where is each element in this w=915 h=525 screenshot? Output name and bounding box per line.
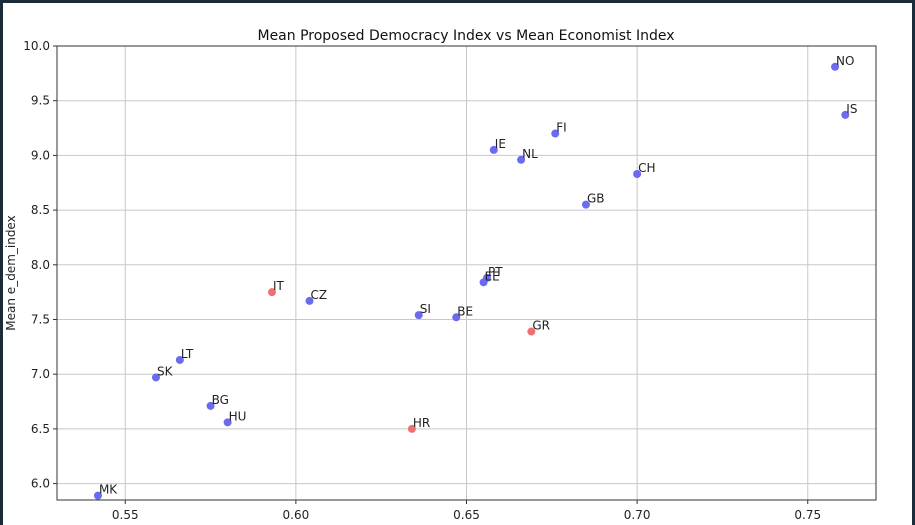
point-label: FI xyxy=(556,121,566,135)
data-point xyxy=(489,145,498,154)
grid-lines xyxy=(57,45,876,500)
point-label: HR xyxy=(413,416,430,430)
point-label: NL xyxy=(522,147,538,161)
data-point xyxy=(841,110,850,119)
point-label: PT xyxy=(488,265,503,279)
data-point xyxy=(527,327,536,336)
point-label: SK xyxy=(157,364,174,378)
y-tick-label: 7.5 xyxy=(31,312,50,326)
data-point xyxy=(223,418,232,427)
x-tick-label: 0.55 xyxy=(112,508,139,522)
data-point xyxy=(831,62,840,71)
point-label: MK xyxy=(99,483,118,497)
data-point xyxy=(305,296,314,305)
plot-border xyxy=(56,45,877,501)
data-point xyxy=(633,169,642,178)
data-point xyxy=(551,129,560,138)
point-label: IT xyxy=(273,279,285,293)
scatter-chart: Mean Proposed Democracy Index vs Mean Ec… xyxy=(4,28,877,522)
data-point xyxy=(452,313,461,322)
chart-frame: Mean Proposed Democracy Index vs Mean Ec… xyxy=(3,3,912,525)
x-tick-label: 0.70 xyxy=(624,508,651,522)
y-tick-label: 9.0 xyxy=(31,148,50,162)
x-tick-label: 0.60 xyxy=(283,508,310,522)
point-label: GB xyxy=(587,192,605,206)
y-tick-label: 7.0 xyxy=(31,367,50,381)
point-label: NO xyxy=(836,54,854,68)
point-label: GR xyxy=(532,319,550,333)
y-tick-label: 8.5 xyxy=(31,203,50,217)
point-label: LT xyxy=(181,347,194,361)
chart-title: Mean Proposed Democracy Index vs Mean Ec… xyxy=(257,28,674,44)
x-tick-label: 0.65 xyxy=(453,508,480,522)
point-label: CZ xyxy=(311,288,328,302)
y-axis-label: Mean e_dem_index xyxy=(4,215,18,330)
y-tick-label: 9.5 xyxy=(31,94,50,108)
data-point xyxy=(175,355,184,364)
data-point xyxy=(93,491,102,500)
data-point xyxy=(414,311,423,320)
point-label: BE xyxy=(457,304,473,318)
point-label: IE xyxy=(495,137,506,151)
axes: 0.55 0.60 0.65 0.70 0.75 6.0 6.5 7.0 7.5 8.0 8.5 9.… xyxy=(23,39,877,522)
data-point xyxy=(479,278,488,287)
data-point xyxy=(581,200,590,209)
data-point xyxy=(407,424,416,433)
point-label: HU xyxy=(229,409,247,423)
point-label: SI xyxy=(420,302,431,316)
point-label: CH xyxy=(638,161,655,175)
x-tick-label: 0.75 xyxy=(794,508,821,522)
data-point xyxy=(267,288,276,297)
data-point xyxy=(206,401,215,410)
y-tick-label: 8.0 xyxy=(31,258,50,272)
point-label: IS xyxy=(846,102,857,116)
point-label: BG xyxy=(212,393,229,407)
data-point xyxy=(151,373,160,382)
data-point xyxy=(517,155,526,164)
point-label: EE xyxy=(485,269,500,283)
y-tick-label: 6.0 xyxy=(31,477,50,491)
y-tick-label: 10.0 xyxy=(23,39,50,53)
y-tick-label: 6.5 xyxy=(31,422,50,436)
